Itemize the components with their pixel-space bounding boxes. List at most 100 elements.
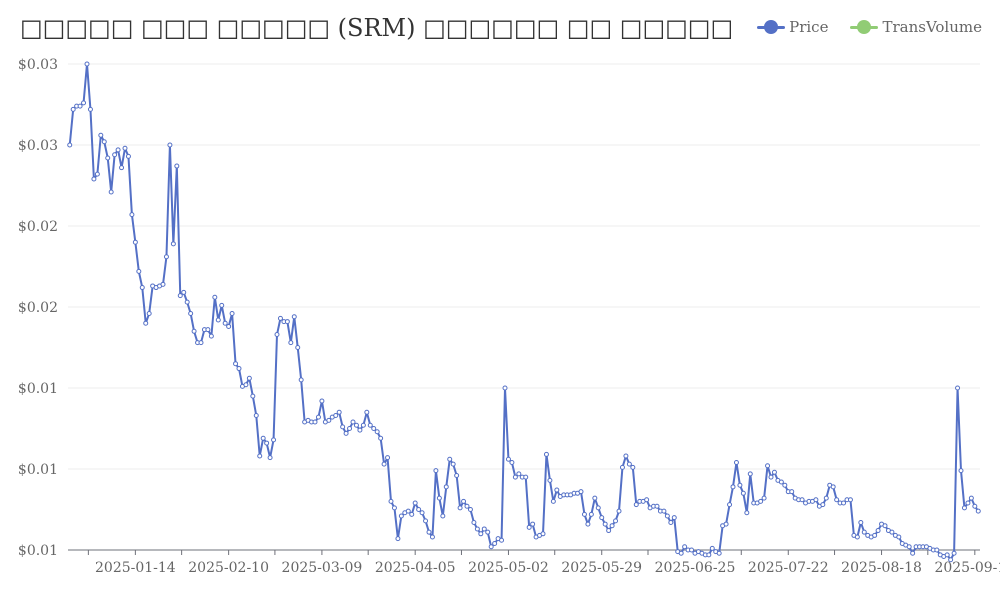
price-point bbox=[530, 521, 536, 527]
y-tick-label: $0.03 bbox=[18, 57, 58, 73]
price-point bbox=[616, 508, 622, 514]
price-line bbox=[68, 63, 980, 561]
price-point bbox=[188, 310, 194, 316]
price-point bbox=[630, 464, 636, 470]
price-point bbox=[105, 155, 111, 161]
price-point bbox=[409, 511, 415, 517]
price-point bbox=[250, 393, 256, 399]
x-tick-label: 2025-05-02 bbox=[468, 560, 549, 576]
price-point bbox=[364, 409, 370, 415]
price-point bbox=[727, 502, 733, 508]
price-point bbox=[678, 550, 684, 556]
price-point bbox=[875, 528, 881, 534]
price-point bbox=[139, 285, 145, 291]
price-point bbox=[81, 100, 87, 106]
price-point bbox=[208, 333, 214, 339]
price-point bbox=[599, 515, 605, 521]
price-point bbox=[260, 435, 266, 441]
price-point bbox=[765, 463, 771, 469]
price-point bbox=[799, 497, 805, 503]
price-point bbox=[820, 502, 826, 508]
price-point bbox=[84, 61, 90, 67]
y-tick-label: $0.03 bbox=[18, 138, 58, 154]
price-point bbox=[233, 361, 239, 367]
price-point bbox=[94, 171, 100, 177]
price-point bbox=[512, 474, 518, 480]
price-point bbox=[440, 513, 446, 519]
price-point bbox=[385, 455, 391, 461]
x-tick-label: 2025-05-29 bbox=[561, 560, 642, 576]
price-point bbox=[578, 489, 584, 495]
price-point bbox=[633, 502, 639, 508]
price-point bbox=[965, 500, 971, 506]
price-point bbox=[782, 482, 788, 488]
price-point bbox=[129, 212, 135, 218]
price-point bbox=[284, 319, 290, 325]
price-point bbox=[543, 451, 549, 457]
price-point bbox=[146, 310, 152, 316]
price-point bbox=[243, 382, 249, 388]
price-point bbox=[606, 528, 612, 534]
price-point bbox=[505, 456, 511, 462]
price-point bbox=[274, 332, 280, 338]
price-point bbox=[277, 315, 283, 321]
legend: Price TransVolume bbox=[757, 18, 982, 36]
price-point bbox=[516, 471, 522, 477]
price-point bbox=[847, 497, 853, 503]
price-point bbox=[198, 340, 204, 346]
price-point bbox=[740, 490, 746, 496]
price-point bbox=[771, 469, 777, 475]
x-tick-label: 2025-02-10 bbox=[188, 560, 269, 576]
price-point bbox=[492, 541, 498, 547]
price-point bbox=[758, 498, 764, 504]
y-tick-label: $0.01 bbox=[18, 543, 58, 559]
price-point bbox=[709, 545, 715, 551]
price-point bbox=[160, 281, 166, 287]
price-point bbox=[733, 460, 739, 466]
price-point bbox=[526, 524, 532, 530]
price-point bbox=[661, 508, 667, 514]
x-tick-label: 2025-01-14 bbox=[95, 560, 176, 576]
price-point bbox=[77, 103, 83, 109]
price-point bbox=[381, 461, 387, 467]
y-tick-label: $0.02 bbox=[18, 219, 58, 235]
price-point bbox=[861, 529, 867, 535]
price-point bbox=[264, 440, 270, 446]
price-point bbox=[654, 503, 660, 509]
price-point bbox=[108, 189, 114, 195]
price-point bbox=[295, 345, 301, 350]
price-point bbox=[454, 472, 460, 478]
price-point bbox=[609, 523, 615, 529]
price-point bbox=[841, 500, 847, 506]
x-tick-label: 2025-09-14 bbox=[934, 560, 1000, 576]
price-point bbox=[585, 521, 591, 527]
price-point bbox=[319, 398, 325, 404]
legend-label-transvolume: TransVolume bbox=[882, 18, 982, 36]
price-point bbox=[181, 289, 187, 295]
price-point bbox=[222, 320, 228, 326]
legend-item-price[interactable]: Price bbox=[757, 18, 828, 36]
price-point bbox=[944, 552, 950, 558]
price-point bbox=[581, 511, 587, 517]
price-point bbox=[163, 254, 169, 260]
price-point bbox=[619, 464, 625, 470]
price-point bbox=[706, 552, 712, 558]
price-point bbox=[184, 299, 190, 305]
price-point bbox=[730, 484, 736, 490]
price-point bbox=[271, 437, 277, 443]
price-point bbox=[882, 523, 888, 529]
price-point bbox=[253, 413, 259, 419]
price-point bbox=[768, 474, 774, 480]
price-point bbox=[312, 419, 318, 425]
price-point bbox=[447, 456, 453, 462]
price-point bbox=[391, 505, 397, 511]
price-point bbox=[854, 534, 860, 540]
price-point bbox=[450, 461, 456, 467]
grid-lines bbox=[68, 63, 980, 470]
price-point bbox=[378, 435, 384, 441]
price-point bbox=[236, 366, 242, 372]
price-point bbox=[896, 534, 902, 540]
price-point bbox=[830, 484, 836, 490]
legend-item-transvolume[interactable]: TransVolume bbox=[850, 18, 982, 36]
